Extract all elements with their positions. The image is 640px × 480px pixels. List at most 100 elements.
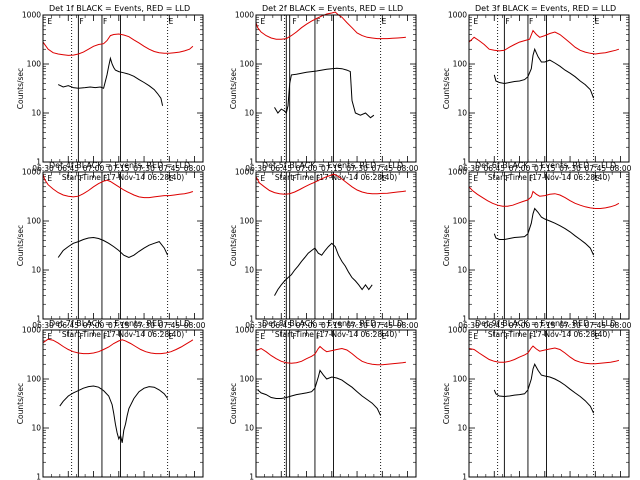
chart-title: Det 1f BLACK = Events, RED = LLD: [49, 4, 190, 13]
lld-series-line: [42, 338, 194, 355]
plot-frame: [468, 171, 630, 320]
marker-label: F: [316, 174, 320, 183]
x-tick-label: 06:30: [458, 164, 480, 173]
x-tick-label: 07:00: [509, 321, 531, 330]
plot-frame: [42, 329, 204, 478]
marker-label: E: [260, 174, 265, 183]
y-tick-label: 10: [457, 109, 467, 118]
chart-title: Det 3f BLACK = Events, RED = LLD: [475, 4, 616, 13]
y-tick-label: 1000: [448, 168, 467, 177]
x-tick-label: 07:00: [296, 321, 318, 330]
events-series-line: [493, 362, 595, 414]
marker-label: E: [595, 332, 600, 341]
y-tick-label: 1: [462, 158, 467, 167]
y-tick-label: 100: [453, 217, 468, 226]
chart-title: Det 6f BLACK = Events, RED = LLD: [475, 161, 616, 170]
marker-label: F: [79, 332, 83, 341]
x-tick-label: 08:00: [610, 321, 632, 330]
y-tick-label: 100: [27, 217, 42, 226]
y-tick-label: 10: [31, 424, 41, 433]
chart-title: Det 7f BLACK = Events, RED = LLD: [49, 319, 190, 328]
events-series-line: [57, 56, 164, 106]
y-tick-label: 1000: [448, 11, 467, 20]
x-tick-label: 06:45: [57, 321, 79, 330]
y-tick-label: 1: [249, 158, 254, 167]
marker-label: F: [292, 332, 296, 341]
x-tick-label: 07:45: [159, 164, 181, 173]
y-tick-label: 1000: [22, 326, 41, 335]
x-tick-label: 07:45: [585, 321, 607, 330]
marker-label: E: [595, 174, 600, 183]
marker-label: F: [292, 17, 296, 26]
x-tick-label: 07:00: [509, 164, 531, 173]
x-tick-label: 06:45: [270, 164, 292, 173]
chart-title: Det 4f BLACK = Events, RED = LLD: [49, 161, 190, 170]
y-axis-label: Counts/sec: [229, 383, 238, 424]
marker-label: F: [529, 17, 533, 26]
x-axis-label: Start Time (17-Nov-14 06:28:40): [488, 330, 610, 339]
x-tick-label: 07:30: [559, 321, 581, 330]
y-tick-label: 1000: [448, 326, 467, 335]
plot-frame: [255, 14, 417, 163]
y-tick-label: 100: [453, 375, 468, 384]
y-tick-label: 10: [457, 424, 467, 433]
marker-label: F: [529, 174, 533, 183]
marker-label: E: [169, 332, 174, 341]
events-series-line: [493, 47, 595, 99]
x-tick-label: 07:00: [83, 164, 105, 173]
x-tick-label: 06:45: [57, 164, 79, 173]
lld-series-line: [468, 29, 620, 55]
marker-label: E: [47, 174, 52, 183]
x-axis-label: Start Time (17-Nov-14 06:28:40): [62, 173, 184, 182]
chart-title: Det 9f BLACK = Events, RED = LLD: [475, 319, 616, 328]
marker-label: F: [79, 17, 83, 26]
marker-label: E: [169, 174, 174, 183]
x-tick-label: 07:00: [83, 321, 105, 330]
x-tick-label: 07:15: [321, 164, 343, 173]
marker-label: F: [103, 17, 107, 26]
y-tick-label: 1: [36, 315, 41, 324]
plot-frame: [468, 14, 630, 163]
y-tick-label: 1: [249, 473, 254, 480]
y-tick-label: 100: [240, 375, 255, 384]
marker-label: E: [260, 17, 265, 26]
x-tick-label: 06:30: [32, 321, 54, 330]
chart-title: Det 2f BLACK = Events, RED = LLD: [262, 4, 403, 13]
y-axis-label: Counts/sec: [16, 68, 25, 109]
detector-panel: Det 7f BLACK = Events, RED = LLD 1 10 100 10…: [16, 319, 206, 480]
y-tick-label: 1000: [235, 326, 254, 335]
events-series-line: [274, 67, 375, 119]
events-series-line: [57, 236, 169, 259]
y-tick-label: 1: [36, 158, 41, 167]
lld-series-line: [42, 33, 194, 56]
y-tick-label: 10: [244, 266, 254, 275]
x-tick-label: 08:00: [184, 321, 206, 330]
y-tick-label: 1000: [22, 11, 41, 20]
marker-label: E: [382, 332, 387, 341]
x-tick-label: 07:15: [321, 321, 343, 330]
lld-series-line: [468, 186, 620, 209]
detector-panel: Det 3f BLACK = Events, RED = LLD 1 10 100 10…: [442, 4, 632, 182]
marker-label: E: [473, 17, 478, 26]
plot-frame: [255, 171, 417, 320]
y-tick-label: 100: [240, 217, 255, 226]
marker-label: E: [473, 174, 478, 183]
x-tick-label: 07:30: [346, 321, 368, 330]
x-tick-label: 07:15: [534, 321, 556, 330]
detector-panel: Det 6f BLACK = Events, RED = LLD11010010…: [442, 161, 632, 339]
x-tick-label: 08:00: [184, 164, 206, 173]
x-tick-label: 07:15: [108, 164, 130, 173]
y-tick-label: 1: [249, 315, 254, 324]
x-axis-label: Start Time (17-Nov-14 06:28:40): [488, 173, 610, 182]
y-tick-label: 10: [244, 424, 254, 433]
marker-label: E: [595, 17, 600, 26]
x-axis-label: Start Time (17-Nov-14 06:28:40): [275, 173, 397, 182]
chart-title: Det 5f BLACK = Events, RED = LLD: [262, 161, 403, 170]
x-tick-label: 07:30: [133, 321, 155, 330]
y-axis-label: Counts/sec: [442, 383, 451, 424]
marker-label: E: [169, 17, 174, 26]
marker-label: F: [505, 17, 509, 26]
marker-label: E: [47, 332, 52, 341]
x-tick-label: 07:15: [534, 164, 556, 173]
plot-frame: [42, 14, 204, 163]
